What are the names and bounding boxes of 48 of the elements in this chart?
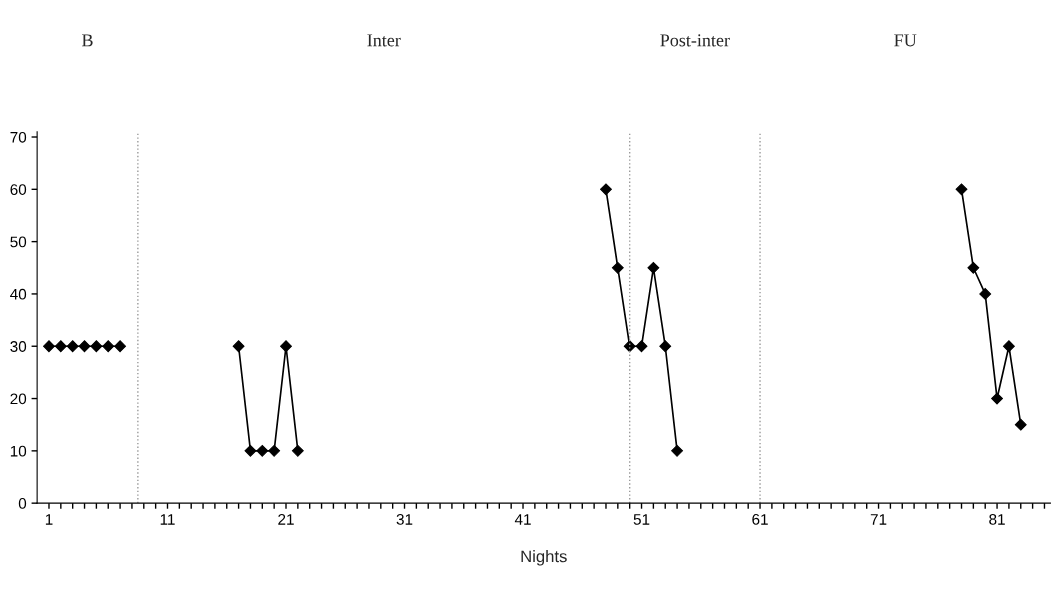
point (647, 261, 660, 274)
text: B (82, 34, 93, 47)
point (671, 444, 684, 457)
y-tick-label: 0 (18, 498, 27, 509)
y-tick-label: 20 (10, 393, 27, 405)
text: FU (894, 34, 917, 47)
point (78, 340, 91, 353)
point (611, 261, 624, 274)
point (244, 444, 257, 457)
point (280, 340, 292, 353)
x-tick-label: 11 (160, 514, 175, 525)
x-tick-label: 1 (45, 514, 53, 525)
y-tick-label: 10 (10, 445, 27, 457)
point (114, 340, 127, 353)
point (43, 340, 55, 353)
point (268, 444, 281, 457)
x-tick-label: 71 (870, 514, 887, 525)
point (90, 340, 103, 353)
point (54, 340, 67, 353)
point (1014, 418, 1027, 431)
x-tick-label: 61 (752, 513, 768, 525)
point (102, 340, 115, 353)
point (256, 444, 269, 457)
point (600, 183, 612, 196)
point (991, 392, 1003, 405)
x-tick-label: 41 (514, 514, 531, 525)
y-tick-label: 50 (10, 236, 27, 248)
y-tick-label: 40 (10, 288, 27, 300)
point (979, 288, 992, 300)
point (659, 340, 672, 353)
text: Inter (367, 34, 401, 47)
point (66, 340, 79, 353)
x-tick-label: 31 (396, 513, 413, 525)
point (232, 340, 245, 353)
y-tick-label: 30 (10, 341, 27, 352)
x-tick-label: 81 (989, 513, 1005, 525)
point (967, 261, 980, 274)
x-tick-label: 51 (633, 514, 650, 525)
x-tick-label: 21 (278, 513, 294, 525)
text: Post-inter (660, 34, 730, 47)
y-tick-label: 70 (10, 131, 27, 143)
point (1002, 340, 1015, 353)
point (955, 183, 968, 196)
y-tick-label: 60 (10, 184, 27, 195)
point (623, 340, 636, 353)
point (635, 340, 648, 353)
x-axis-title: Nights (521, 550, 567, 566)
point (291, 444, 304, 457)
